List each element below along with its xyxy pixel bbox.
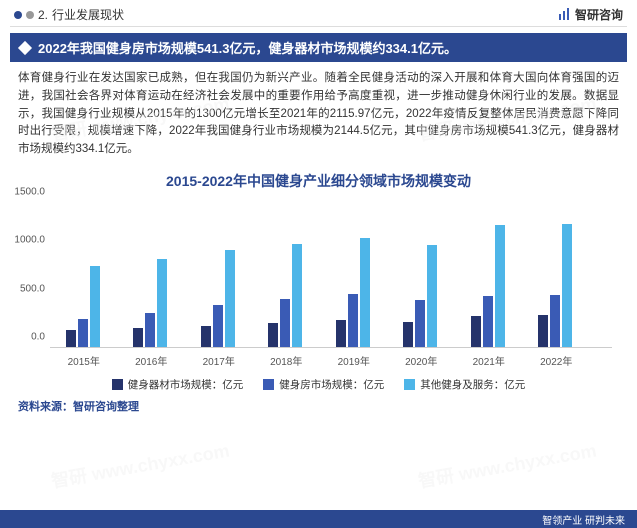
watermark: 智研 www.chyxx.com (49, 437, 231, 494)
bar-group (403, 245, 443, 347)
bar (213, 305, 223, 348)
headline-text: 2022年我国健身房市场规模541.3亿元，健身器材市场规模约334.1亿元。 (38, 38, 457, 57)
bar (78, 319, 88, 347)
diamond-icon (18, 40, 32, 54)
bar (403, 322, 413, 347)
bar (280, 299, 290, 347)
bar (348, 294, 358, 347)
bar (133, 328, 143, 347)
legend-label: 其他健身及服务：亿元 (420, 377, 525, 392)
divider (10, 26, 627, 27)
brand-logo: 智研咨询 (557, 6, 623, 23)
x-tick-label: 2017年 (203, 353, 235, 368)
legend-swatch (263, 379, 274, 390)
bar (268, 323, 278, 347)
y-tick-label: 1000.0 (14, 235, 45, 246)
bar-group (538, 224, 578, 347)
chart-plot (50, 203, 612, 348)
watermark: 智研 www.chyxx.com (416, 437, 598, 494)
bar (201, 326, 211, 347)
chart-legend: 健身器材市场规模：亿元 健身房市场规模：亿元 其他健身及服务：亿元 (30, 377, 607, 392)
bar (336, 320, 346, 347)
x-tick-label: 2020年 (405, 353, 437, 368)
x-tick-label: 2019年 (338, 353, 370, 368)
bar (145, 313, 155, 347)
dot-icon (14, 11, 22, 19)
bar-group (471, 225, 511, 347)
x-tick-label: 2018年 (270, 353, 302, 368)
bar-group (268, 244, 308, 347)
bar (538, 315, 548, 347)
legend-swatch (404, 379, 415, 390)
y-axis: 0.0500.01000.01500.0 (5, 193, 45, 348)
bar (90, 266, 100, 347)
bar (292, 244, 302, 347)
bar (157, 259, 167, 347)
bar (415, 300, 425, 347)
source-text: 资料来源：智研咨询整理 (18, 398, 619, 414)
legend-label: 健身器材市场规模：亿元 (128, 377, 244, 392)
bar (483, 296, 493, 347)
section-header: 2. 行业发展现状 智研咨询 (0, 0, 637, 26)
bar-group (201, 250, 241, 347)
legend-label: 健身房市场规模：亿元 (279, 377, 384, 392)
y-tick-label: 1500.0 (14, 187, 45, 198)
bar (427, 245, 437, 347)
bar (495, 225, 505, 347)
x-tick-label: 2015年 (68, 353, 100, 368)
footer-bar: 智领产业 研判未来 (0, 510, 637, 528)
legend-item: 健身房市场规模：亿元 (263, 377, 384, 392)
x-tick-label: 2022年 (540, 353, 572, 368)
brand-text: 智研咨询 (575, 6, 623, 23)
chart-title: 2015-2022年中国健身产业细分领域市场规模变动 (0, 171, 637, 191)
chart-area: 0.0500.01000.01500.0 2015年2016年2017年2018… (50, 193, 612, 373)
headline-bar: 2022年我国健身房市场规模541.3亿元，健身器材市场规模约334.1亿元。 (10, 33, 627, 62)
bar (360, 238, 370, 347)
x-tick-label: 2021年 (473, 353, 505, 368)
legend-item: 健身器材市场规模：亿元 (112, 377, 244, 392)
bar-group (133, 259, 173, 347)
bar (225, 250, 235, 347)
bar (562, 224, 572, 347)
legend-swatch (112, 379, 123, 390)
bar-group (66, 266, 106, 347)
footer-text: 智领产业 研判未来 (542, 512, 625, 527)
bar (66, 330, 76, 347)
brand-icon (557, 8, 571, 22)
section-title: 行业发展现状 (52, 6, 124, 23)
dot-icon (26, 11, 34, 19)
section-number: 2. (38, 8, 48, 22)
bar (550, 295, 560, 347)
body-paragraph: 体育健身行业在发达国家已成熟，但在我国仍为新兴产业。随着全民健身活动的深入开展和… (0, 62, 637, 163)
bar-group (336, 238, 376, 347)
bar (471, 316, 481, 347)
section-label: 2. 行业发展现状 (14, 6, 124, 23)
legend-item: 其他健身及服务：亿元 (404, 377, 525, 392)
y-tick-label: 0.0 (31, 332, 45, 343)
y-tick-label: 500.0 (20, 283, 45, 294)
x-axis-labels: 2015年 2016年 2017年 2018年 2019年 2020年 2021年 2022年 (50, 353, 612, 371)
x-tick-label: 2016年 (135, 353, 167, 368)
